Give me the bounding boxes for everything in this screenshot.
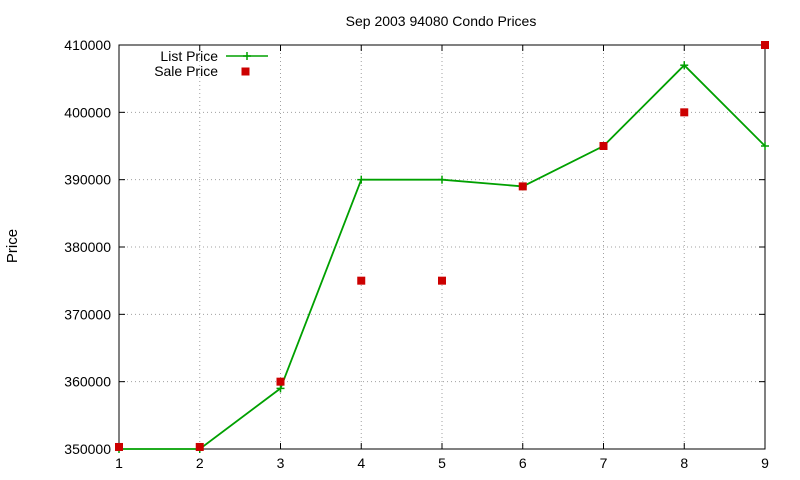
grid-lines bbox=[119, 45, 765, 449]
data-point-list-price bbox=[438, 175, 446, 184]
axis-ticks bbox=[118, 44, 766, 450]
y-tick-label: 370000 bbox=[64, 306, 111, 322]
x-tick-label: 7 bbox=[600, 455, 608, 471]
y-tick-label: 400000 bbox=[64, 104, 111, 120]
y-tick-label: 360000 bbox=[64, 374, 111, 390]
x-tick-label: 4 bbox=[357, 455, 365, 471]
data-point-list-price bbox=[357, 175, 366, 184]
chart-title: Sep 2003 94080 Condo Prices bbox=[346, 13, 537, 29]
x-tick-label: 3 bbox=[277, 455, 285, 471]
legend-marker-sale-price bbox=[241, 67, 250, 76]
x-tick-label: 9 bbox=[761, 455, 769, 471]
data-point-sale-price bbox=[518, 182, 527, 191]
y-tick-label: 390000 bbox=[64, 172, 111, 188]
x-tick-label: 1 bbox=[115, 455, 123, 471]
data-point-list-price bbox=[680, 61, 689, 70]
data-point-sale-price bbox=[115, 442, 123, 451]
x-tick-label: 8 bbox=[680, 455, 688, 471]
data-point-sale-price bbox=[195, 442, 204, 451]
data-point-list-price bbox=[761, 142, 769, 150]
data-point-sale-price bbox=[599, 142, 608, 150]
y-tick-label: 350000 bbox=[64, 441, 111, 457]
y-tick-label: 380000 bbox=[64, 239, 111, 255]
legend: List Price Sale Price bbox=[154, 48, 268, 79]
series-layer bbox=[115, 41, 769, 453]
data-point-sale-price bbox=[276, 377, 285, 386]
data-point-sale-price bbox=[761, 41, 769, 49]
legend-label-list-price: List Price bbox=[160, 48, 218, 64]
data-point-sale-price bbox=[438, 276, 446, 285]
data-point-list-price bbox=[276, 384, 285, 393]
tick-labels: 1 2 3 4 5 6 7 8 9 350000 360000 370000 380000 390000 4… bbox=[64, 37, 769, 471]
legend-label-sale-price: Sale Price bbox=[154, 63, 218, 79]
data-point-sale-price bbox=[680, 108, 689, 117]
x-tick-label: 5 bbox=[438, 455, 446, 471]
legend-marker-list-price bbox=[243, 52, 251, 60]
y-axis-label: Price bbox=[4, 229, 21, 263]
x-tick-label: 2 bbox=[196, 455, 204, 471]
x-tick-label: 6 bbox=[519, 455, 527, 471]
data-point-sale-price bbox=[357, 276, 366, 285]
y-tick-label: 410000 bbox=[64, 37, 111, 53]
